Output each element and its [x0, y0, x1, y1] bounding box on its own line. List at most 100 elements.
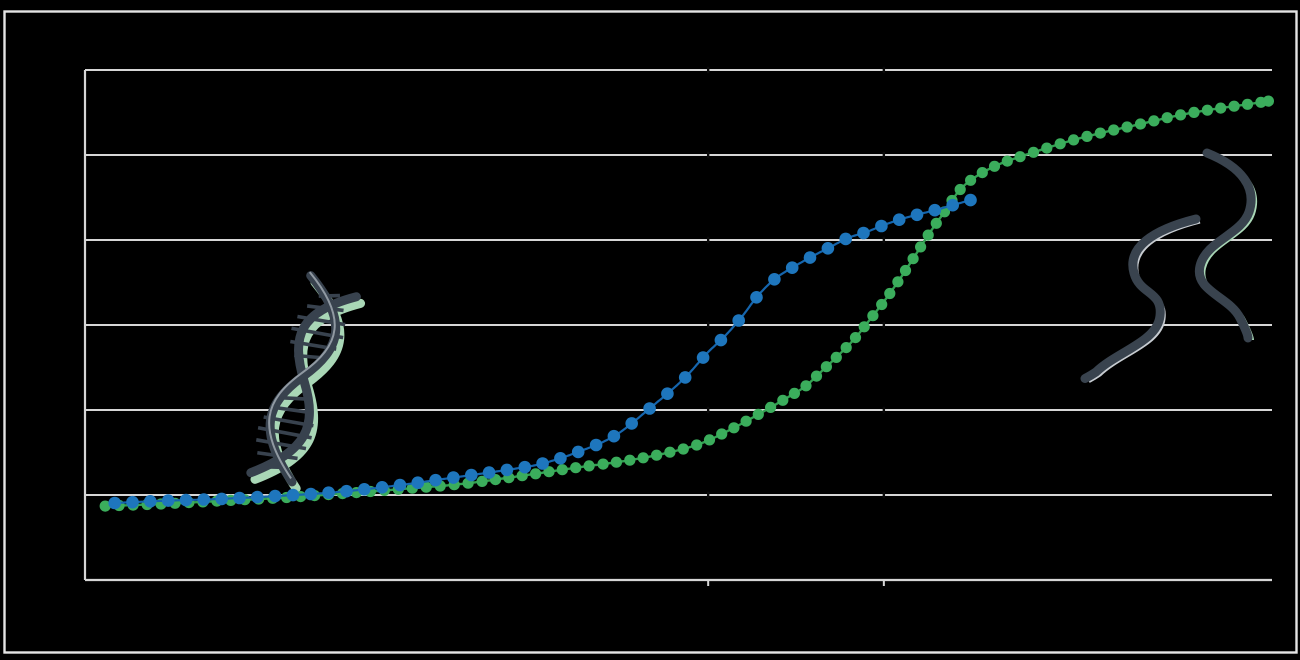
data-point-marker — [518, 460, 532, 474]
data-point-marker — [637, 452, 649, 464]
data-point-marker — [765, 401, 777, 413]
data-point-marker — [607, 429, 621, 443]
data-point-marker — [1161, 112, 1173, 124]
data-point-marker — [625, 417, 638, 430]
data-point-marker — [1054, 138, 1066, 150]
data-point-marker — [892, 213, 906, 226]
data-point-marker — [543, 466, 555, 478]
data-point-marker — [1262, 95, 1274, 107]
data-point-marker — [500, 463, 514, 477]
data-point-marker — [215, 492, 228, 506]
data-point-marker — [677, 443, 689, 455]
data-point-marker — [884, 287, 896, 300]
grid-nick — [882, 236, 886, 244]
grid-nick — [882, 406, 886, 414]
data-point-marker — [1121, 121, 1133, 133]
data-point-marker — [536, 457, 549, 470]
data-point-marker — [144, 495, 157, 508]
grid-nick — [706, 151, 710, 159]
data-point-marker — [788, 387, 801, 399]
data-point-marker — [1215, 102, 1227, 114]
data-point-marker — [375, 481, 389, 494]
data-point-marker — [849, 332, 862, 344]
data-point-marker — [954, 183, 966, 196]
helix-highlight — [268, 271, 336, 479]
data-point-marker — [161, 494, 175, 507]
data-point-marker — [930, 217, 942, 229]
data-point-marker — [875, 219, 888, 233]
data-point-marker — [1081, 130, 1093, 142]
data-point-marker — [429, 473, 442, 487]
data-point-marker — [820, 361, 833, 373]
data-point-marker — [651, 449, 663, 461]
grid-nick — [706, 321, 710, 329]
data-point-marker — [304, 487, 318, 501]
data-point-marker — [482, 466, 496, 479]
data-point-marker — [840, 342, 852, 354]
data-point-marker — [1134, 118, 1147, 130]
data-point-marker — [907, 253, 919, 265]
data-point-marker — [716, 428, 728, 440]
data-point-marker — [233, 491, 246, 505]
data-point-marker — [197, 493, 211, 506]
data-point-marker — [728, 422, 740, 434]
data-point-marker — [830, 351, 842, 363]
data-point-marker — [714, 333, 728, 347]
data-point-marker — [1001, 155, 1013, 167]
data-point-marker — [250, 490, 264, 504]
data-point-marker — [571, 445, 585, 459]
data-point-marker — [286, 488, 300, 502]
data-point-marker — [126, 495, 139, 509]
data-point-marker — [1068, 134, 1080, 146]
data-point-marker — [876, 298, 888, 311]
data-point-marker — [465, 468, 478, 482]
data-point-marker — [910, 208, 924, 222]
data-point-marker — [1027, 146, 1040, 158]
data-point-marker — [1014, 151, 1026, 163]
data-point-marker — [1175, 109, 1187, 121]
data-point-marker — [1201, 104, 1213, 116]
data-point-marker — [1228, 100, 1240, 112]
data-point-marker — [857, 226, 870, 240]
slide-frame — [3, 10, 1298, 654]
data-point-marker — [589, 438, 603, 452]
data-point-marker — [752, 408, 764, 420]
grid-nick — [882, 151, 886, 159]
data-point-marker — [661, 387, 674, 401]
single-strand — [1194, 148, 1256, 343]
data-point-marker — [1188, 106, 1200, 118]
data-point-marker — [696, 351, 710, 364]
data-point-marker — [732, 314, 745, 327]
data-point-marker — [946, 198, 959, 212]
data-point-marker — [922, 229, 934, 241]
data-point-marker — [821, 242, 835, 255]
dna-double-helix-icon — [246, 271, 366, 494]
data-point-marker — [988, 160, 1001, 172]
series-blue-sigmoid-markers — [108, 193, 977, 510]
data-point-marker — [447, 471, 460, 484]
data-point-marker — [915, 241, 927, 253]
grid-nick — [882, 66, 886, 74]
data-point-marker — [597, 458, 609, 470]
series-blue-sigmoid — [108, 193, 977, 510]
grid-nick — [706, 66, 710, 74]
data-point-marker — [691, 439, 703, 451]
data-point-marker — [624, 454, 636, 466]
data-point-marker — [867, 310, 879, 322]
data-point-marker — [610, 456, 623, 468]
data-point-marker — [678, 371, 692, 384]
data-point-marker — [785, 261, 799, 275]
data-point-marker — [1094, 127, 1106, 139]
helix-strand — [246, 292, 361, 478]
grid-nick — [706, 236, 710, 244]
data-point-marker — [839, 232, 852, 246]
data-point-marker — [322, 486, 335, 500]
data-point-marker — [393, 478, 407, 492]
series-green-sigmoid — [99, 95, 1274, 512]
data-point-marker — [476, 475, 488, 487]
grid-nick — [882, 321, 886, 329]
data-point-marker — [803, 251, 817, 264]
separated-dna-strands-icon — [1080, 148, 1258, 383]
